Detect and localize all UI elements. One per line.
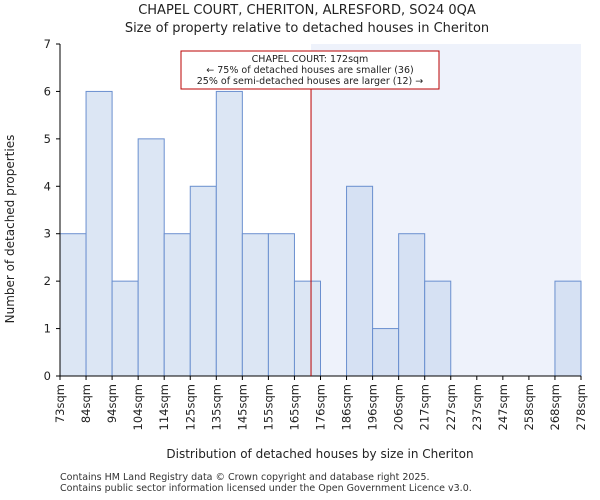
x-tick-label: 165sqm <box>287 384 301 430</box>
x-tick-label: 125sqm <box>183 384 197 430</box>
x-tick-label: 73sqm <box>53 384 67 423</box>
x-tick-label: 155sqm <box>261 384 275 430</box>
x-tick-label: 94sqm <box>105 384 119 423</box>
annotation-line: ← 75% of detached houses are smaller (36… <box>206 65 413 76</box>
annotation-box <box>180 50 440 90</box>
histogram-bar <box>215 90 243 377</box>
y-axis-label: Number of detached properties <box>3 135 17 324</box>
chart-title: CHAPEL COURT, CHERITON, ALRESFORD, SO24 … <box>138 3 476 18</box>
attribution-line-2: Contains public sector information licen… <box>60 483 472 494</box>
x-tick-label: 196sqm <box>366 384 380 430</box>
annotation-line: 25% of semi-detached houses are larger (… <box>197 76 424 87</box>
y-tick-label: 3 <box>44 227 51 241</box>
x-tick-label: 268sqm <box>548 384 562 430</box>
annotation-line: CHAPEL COURT: 172sqm <box>252 54 369 65</box>
y-tick-label: 4 <box>44 179 51 193</box>
histogram-bar <box>85 90 113 377</box>
x-tick-label: 114sqm <box>157 384 171 430</box>
x-axis-label: Distribution of detached houses by size … <box>166 447 473 461</box>
x-tick-label: 186sqm <box>340 384 354 430</box>
histogram-bar <box>346 185 374 377</box>
y-tick-label: 5 <box>44 132 51 146</box>
histogram-bar <box>372 328 400 377</box>
x-tick-label: 104sqm <box>131 384 145 430</box>
y-tick-label: 7 <box>44 37 51 51</box>
histogram-bar <box>163 233 191 377</box>
y-tick-label: 1 <box>44 322 51 336</box>
histogram-bar <box>267 233 295 377</box>
attribution-line-1: Contains HM Land Registry data © Crown c… <box>60 472 430 483</box>
y-tick-label: 2 <box>44 274 51 288</box>
histogram-bar <box>554 280 582 377</box>
x-tick-label: 227sqm <box>444 384 458 430</box>
histogram-chart: CHAPEL COURT, CHERITON, ALRESFORD, SO24 … <box>3 3 588 461</box>
histogram-bar <box>241 233 269 377</box>
x-tick-label: 206sqm <box>392 384 406 430</box>
x-tick-label: 237sqm <box>470 384 484 430</box>
histogram-bar <box>398 233 426 377</box>
x-tick-label: 217sqm <box>418 384 432 430</box>
x-tick-label: 145sqm <box>235 384 249 430</box>
x-tick-label: 258sqm <box>522 384 536 430</box>
x-tick-label: 84sqm <box>79 384 93 423</box>
histogram-bar <box>293 280 322 377</box>
histogram-bar <box>59 233 87 377</box>
chart-subtitle: Size of property relative to detached ho… <box>125 21 489 36</box>
histogram-bar <box>137 138 165 377</box>
x-tick-label: 278sqm <box>574 384 588 430</box>
x-tick-label: 247sqm <box>496 384 510 430</box>
x-tick-label: 135sqm <box>209 384 223 430</box>
y-tick-label: 6 <box>44 84 51 98</box>
histogram-bar <box>189 185 217 377</box>
y-tick-label: 0 <box>44 369 51 383</box>
attribution-footer: Contains HM Land Registry data © Crown c… <box>60 472 472 494</box>
x-tick-label: 176sqm <box>314 384 328 430</box>
histogram-bar <box>424 280 452 377</box>
histogram-bar <box>111 280 139 377</box>
